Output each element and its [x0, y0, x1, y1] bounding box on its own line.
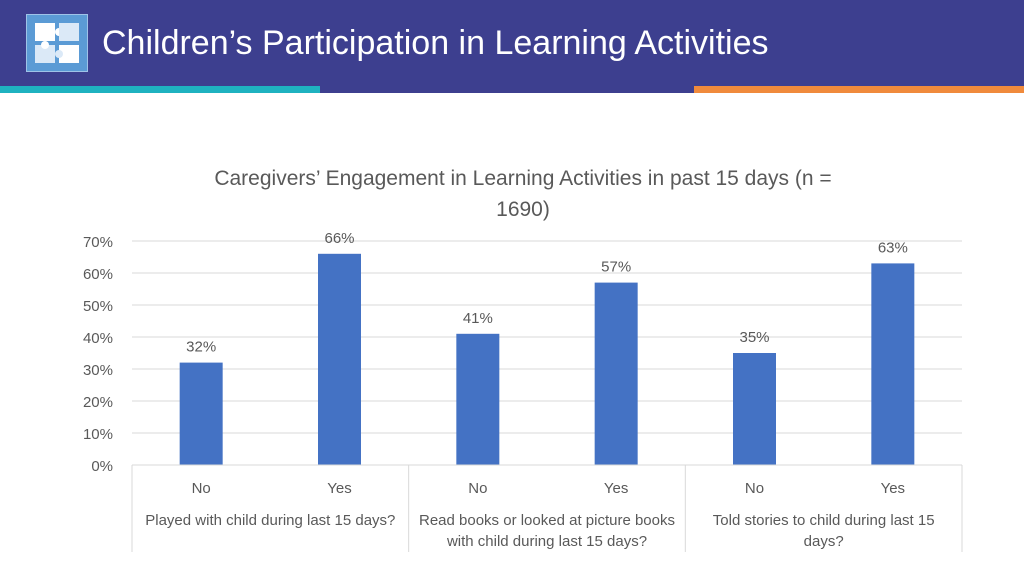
group-label: Read books or looked at picture books: [419, 512, 675, 529]
group-label: Played with child during last 15 days?: [145, 512, 395, 529]
y-tick-label: 30%: [83, 362, 113, 379]
bar: [733, 353, 776, 465]
bar: [594, 282, 638, 465]
data-label: 35%: [739, 329, 769, 346]
y-tick-label: 50%: [83, 298, 113, 315]
accent-stripe-navy: [320, 86, 694, 93]
y-tick-label: 0%: [91, 458, 113, 475]
group-label: Told stories to child during last 15: [713, 512, 935, 529]
data-label: 66%: [324, 230, 354, 247]
data-label: 41%: [463, 310, 493, 327]
bar: [456, 333, 500, 465]
category-label: No: [745, 480, 764, 497]
page-title: Children’s Participation in Learning Act…: [102, 24, 769, 62]
data-label: 32%: [186, 339, 216, 356]
bar: [871, 263, 915, 465]
category-label: Yes: [327, 480, 351, 497]
y-tick-label: 40%: [83, 330, 113, 347]
chart-title-line-1: Caregivers’ Engagement in Learning Activ…: [214, 167, 831, 190]
category-label: No: [192, 480, 211, 497]
accent-stripe-teal: [0, 86, 320, 93]
y-tick-label: 70%: [83, 234, 113, 251]
accent-stripe-orange: [694, 86, 1024, 93]
chart-title-line-2: 1690): [496, 198, 550, 221]
category-label: Yes: [881, 480, 905, 497]
bar: [318, 253, 361, 465]
y-tick-label: 10%: [83, 426, 113, 443]
group-label: days?: [804, 533, 844, 550]
data-label: 63%: [878, 239, 908, 256]
y-tick-label: 20%: [83, 394, 113, 411]
header-banner: Children’s Participation in Learning Act…: [0, 0, 1024, 86]
category-label: No: [468, 480, 487, 497]
y-tick-label: 60%: [83, 266, 113, 283]
group-label: with child during last 15 days?: [446, 533, 647, 550]
puzzle-pieces-icon: [26, 14, 88, 72]
category-label: Yes: [604, 480, 628, 497]
bar: [179, 362, 223, 465]
data-label: 57%: [601, 259, 631, 276]
